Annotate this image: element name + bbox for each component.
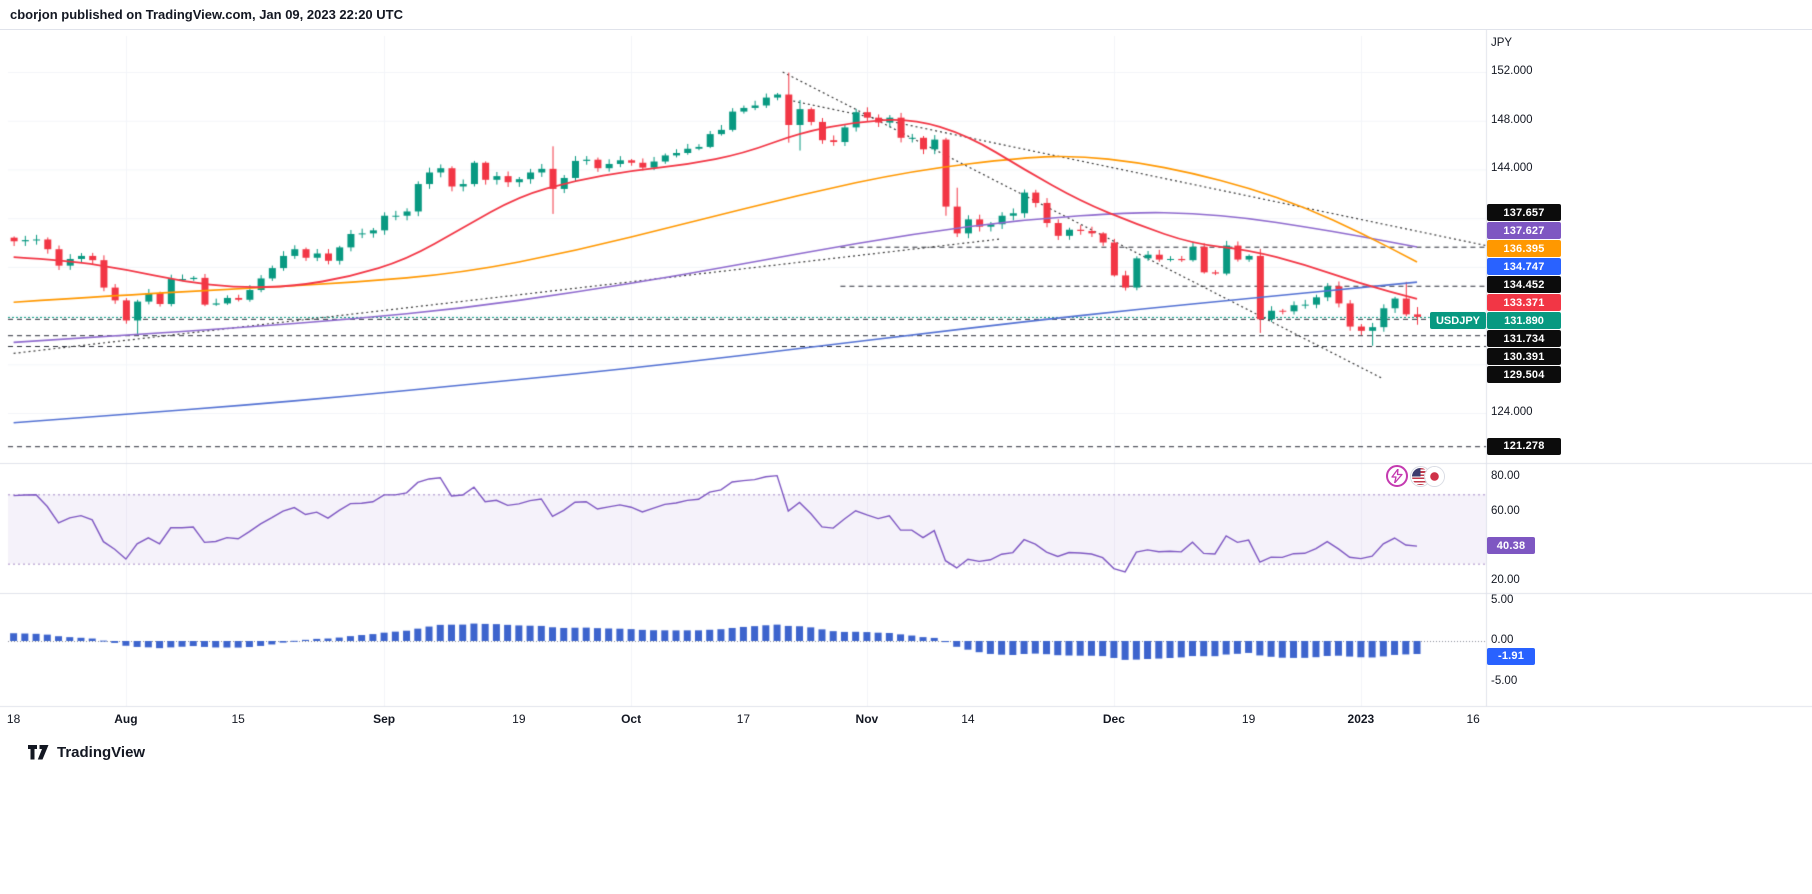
japan-flag-icon [1425, 467, 1444, 486]
tradingview-logo[interactable]: TradingView [28, 744, 145, 761]
time-axis-label: 19 [1241, 712, 1256, 726]
time-axis-label: Nov [855, 712, 879, 726]
time-axis-label: 17 [736, 712, 751, 726]
time-axis-label: Sep [373, 712, 396, 726]
tradingview-logo-icon [28, 745, 49, 760]
time-axis-label: 16 [1466, 712, 1480, 726]
time-axis-label: 19 [512, 712, 526, 726]
time-scale[interactable]: 18 Aug 15 Sep 19 Oct 17 Nov 14 Dec 19 2023 16 [0, 706, 1812, 734]
time-axis-label: 15 [231, 712, 245, 726]
byline: cborjon published on TradingView.com, Ja… [10, 7, 403, 22]
header-bar: cborjon published on TradingView.com, Ja… [0, 0, 1812, 30]
time-axis-label: Aug [114, 712, 138, 726]
lightning-icon[interactable] [1386, 465, 1408, 487]
time-axis-label: 18 [6, 712, 21, 726]
price-chart-canvas[interactable] [0, 30, 1812, 735]
usdjpy-flags-icon[interactable] [1411, 467, 1445, 487]
footer: TradingView [28, 744, 145, 761]
time-axis-label: Oct [621, 712, 642, 726]
time-axis-label: Dec [1102, 712, 1125, 726]
tradingview-logo-text: TradingView [57, 744, 146, 761]
time-axis-label: 2023 [1347, 712, 1375, 726]
time-axis-label: 14 [961, 712, 975, 726]
